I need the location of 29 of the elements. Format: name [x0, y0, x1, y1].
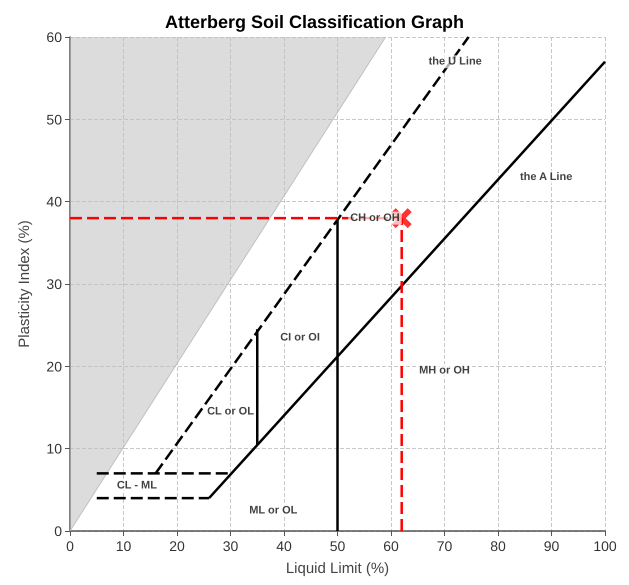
annotation: MH or OH	[419, 364, 470, 376]
x-tick-label: 60	[383, 538, 399, 554]
y-tick-label: 30	[46, 276, 62, 292]
x-tick-label: 40	[276, 538, 292, 554]
x-tick-label: 80	[490, 538, 506, 554]
x-tick-label: 50	[330, 538, 346, 554]
annotation: CL or OL	[207, 406, 254, 418]
x-tick-label: 0	[66, 538, 74, 554]
x-tick-label: 10	[116, 538, 132, 554]
y-axis-title: Plasticity Index (%)	[16, 220, 33, 348]
y-tick-label: 10	[46, 440, 62, 457]
chart-title: Atterberg Soil Classification Graph	[164, 12, 464, 32]
annotation: CL - ML	[116, 480, 158, 492]
x-tick-label: 90	[544, 538, 560, 554]
y-tick-label: 20	[46, 358, 62, 374]
y-tick-label: 40	[46, 194, 62, 210]
annotation: CH or OH	[350, 212, 400, 224]
annotation: CI or OI	[280, 332, 320, 344]
y-tick-label: 60	[46, 29, 62, 45]
x-tick-label: 20	[169, 538, 185, 554]
x-axis-title: Liquid Limit (%)	[286, 560, 390, 577]
x-tick-label: 70	[436, 538, 452, 554]
x-tick-label: 30	[222, 538, 238, 554]
annotation: the U Line	[428, 56, 482, 68]
x-tick-label: 100	[593, 538, 617, 554]
annotation: the A Line	[520, 170, 572, 183]
annotation: ML or OL	[249, 504, 298, 516]
y-tick-label: 50	[46, 111, 62, 128]
y-tick-label: 0	[54, 523, 62, 539]
